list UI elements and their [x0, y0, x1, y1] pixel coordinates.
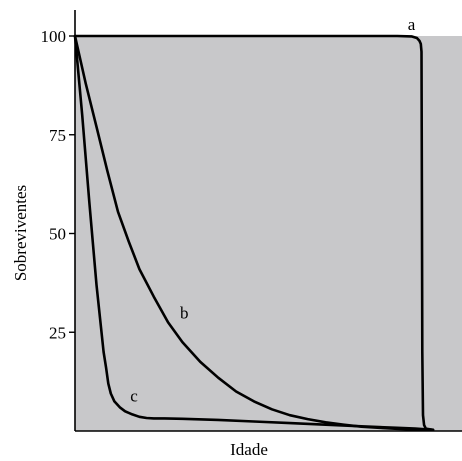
curve-label-a: a — [408, 15, 416, 34]
series-line-c — [73, 34, 435, 432]
curve-label-c: c — [130, 386, 138, 405]
y-tick-label: 25 — [49, 323, 66, 342]
curves-layer — [73, 34, 435, 432]
series-line-a — [73, 34, 435, 432]
x-axis-label: Idade — [230, 440, 268, 459]
plot-area — [75, 36, 462, 431]
y-tick-label: 100 — [41, 27, 67, 46]
y-ticks: 25 50 75 100 — [41, 27, 75, 342]
y-axis-label: Sobreviventes — [11, 185, 30, 281]
y-tick-label: 75 — [49, 126, 66, 145]
curve-label-b: b — [180, 304, 189, 323]
curve-labels: a b c — [130, 15, 415, 405]
y-tick-label: 50 — [49, 225, 66, 244]
